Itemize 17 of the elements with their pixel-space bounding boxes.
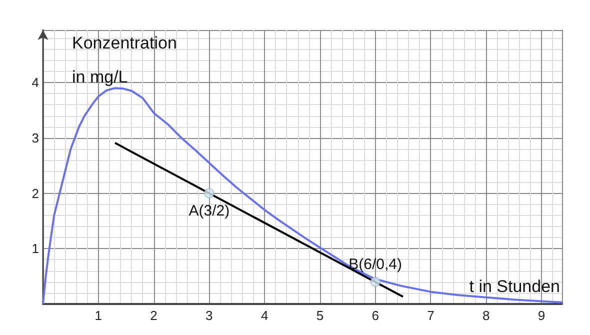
y-tick-label: 4 <box>32 75 39 90</box>
annotation: B(6/0,4) <box>348 256 402 273</box>
x-tick-label: 6 <box>372 308 379 323</box>
x-tick-label: 9 <box>538 308 546 323</box>
x-tick-label: 1 <box>94 308 102 323</box>
x-tick-label: 3 <box>206 308 213 323</box>
x-tick-label: 7 <box>427 308 434 323</box>
y-tick-label: 1 <box>32 241 39 256</box>
x-tick-label: 4 <box>260 308 268 323</box>
x-tick-label: 5 <box>316 308 324 323</box>
x-tick-label: 8 <box>482 308 490 323</box>
x-tick-label: 2 <box>150 308 158 323</box>
y-tick-label: 3 <box>32 130 39 146</box>
y-axis-title: Konzentration in mg/L <box>72 34 177 86</box>
y-tick-label: 2 <box>32 186 39 201</box>
x-axis-title: t in Stunden <box>469 277 560 296</box>
annotation: A(3/2) <box>188 202 230 220</box>
